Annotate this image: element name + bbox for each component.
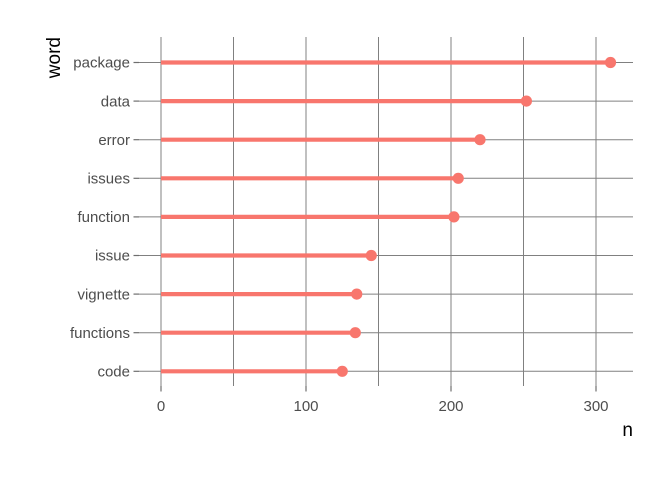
lollipop-dot bbox=[520, 95, 533, 107]
y-tick-label: issue bbox=[95, 248, 130, 265]
x-tick-label: 300 bbox=[583, 398, 608, 415]
y-tick-label: error bbox=[98, 132, 130, 149]
y-tick-label: issues bbox=[87, 171, 130, 188]
y-tick-label: function bbox=[77, 209, 130, 226]
lollipop-dot bbox=[365, 249, 377, 262]
y-axis-title: word bbox=[44, 37, 65, 79]
lollipop-dot bbox=[349, 327, 361, 339]
y-tick-label: package bbox=[73, 55, 130, 72]
lollipop-dot bbox=[474, 134, 486, 146]
x-axis-title: n bbox=[622, 420, 633, 441]
x-tick-label: 100 bbox=[293, 398, 318, 415]
lollipop-dot bbox=[336, 365, 348, 377]
lollipop-dot bbox=[448, 211, 460, 223]
y-tick-label: functions bbox=[70, 325, 130, 342]
lollipop-dot bbox=[604, 56, 617, 69]
lollipop-dot bbox=[351, 288, 363, 300]
lollipop-dot bbox=[452, 172, 464, 184]
x-tick-label: 200 bbox=[438, 398, 463, 415]
y-tick-label: vignette bbox=[77, 286, 130, 303]
y-tick-label: code bbox=[97, 364, 130, 381]
y-tick-label: data bbox=[101, 93, 131, 110]
x-tick-label: 0 bbox=[157, 398, 165, 415]
